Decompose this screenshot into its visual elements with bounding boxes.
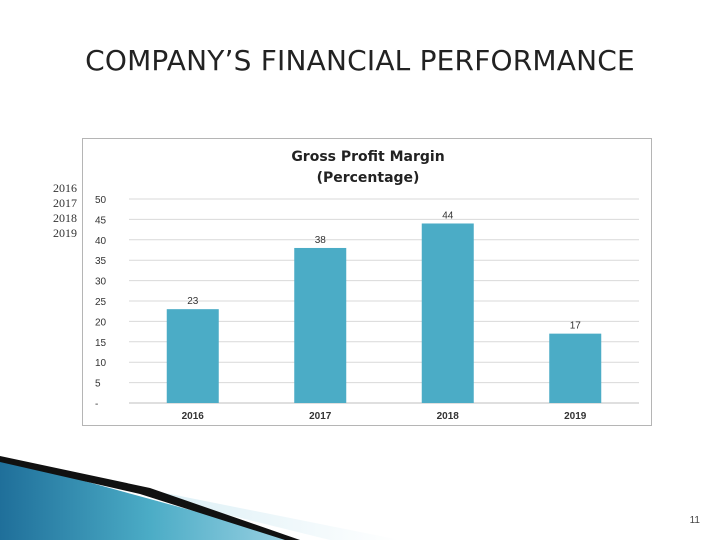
y-tick-label: - (95, 399, 98, 410)
y-tick-label: 10 (95, 358, 107, 369)
year-list-item: 2019 (53, 226, 77, 240)
bar (421, 223, 474, 403)
data-label: 23 (187, 296, 199, 307)
year-list: 2016 2017 2018 2019 (53, 181, 77, 241)
y-tick-label: 35 (95, 256, 107, 267)
bar (166, 309, 219, 403)
bar (294, 247, 347, 403)
chart-container: Gross Profit Margin (Percentage) - 5 10 15 2… (82, 138, 652, 426)
data-label: 17 (570, 321, 582, 332)
x-tick-label: 2018 (437, 411, 460, 422)
slide-title: COMPANY’S FINANCIAL PERFORMANCE (85, 44, 635, 77)
year-list-item: 2017 (53, 196, 77, 210)
decorative-swoosh (0, 456, 400, 540)
y-tick-label: 40 (95, 236, 107, 247)
chart-title-line1: Gross Profit Margin (291, 149, 445, 165)
year-list-item: 2016 (53, 181, 77, 195)
y-tick-label: 5 (95, 379, 101, 390)
y-tick-label: 45 (95, 215, 107, 226)
chart-title-line2: (Percentage) (316, 170, 420, 186)
y-tick-label: 50 (95, 195, 107, 206)
y-tick-label: 20 (95, 317, 107, 328)
data-label: 38 (315, 235, 327, 246)
y-tick-label: 15 (95, 338, 107, 349)
year-list-item: 2018 (53, 211, 77, 225)
x-tick-label: 2019 (564, 411, 587, 422)
x-tick-label: 2017 (309, 411, 332, 422)
page-number: 11 (689, 515, 700, 526)
y-tick-label: 30 (95, 277, 107, 288)
bar (549, 333, 602, 403)
bar-chart: - 5 10 15 20 25 30 35 40 45 50 23 2016 38 2017 44 2018 17… (95, 195, 639, 422)
data-label: 44 (442, 210, 454, 221)
x-tick-label: 2016 (182, 411, 205, 422)
y-tick-label: 25 (95, 297, 107, 308)
